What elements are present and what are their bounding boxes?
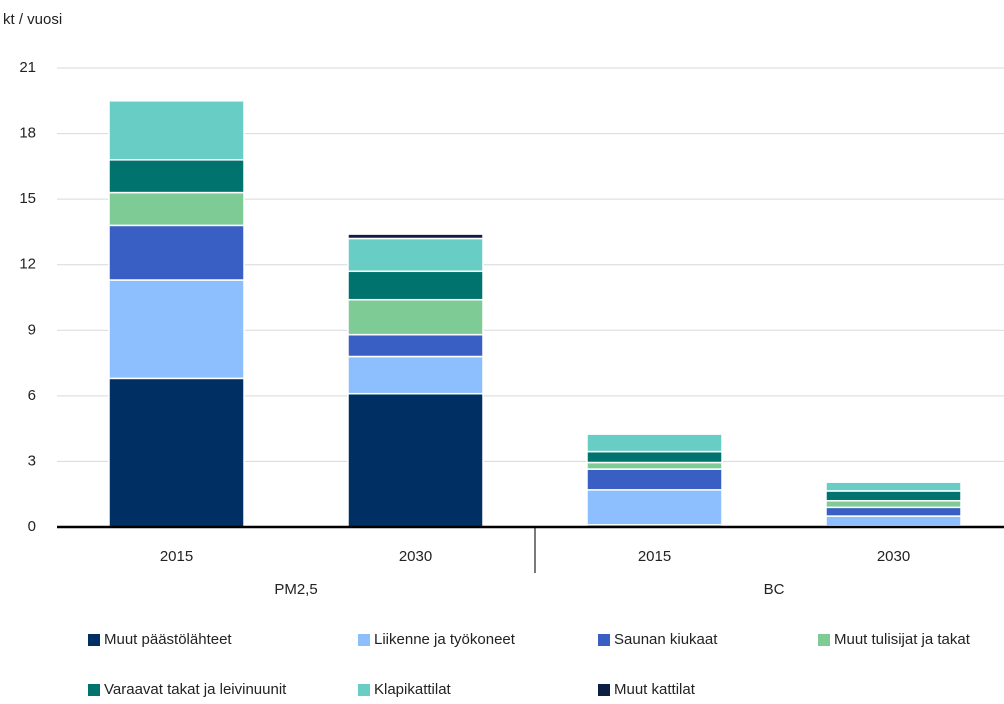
bar-segment [347,237,484,273]
y-tick-label: 0 [28,518,36,535]
bar-segment [347,392,484,528]
legend-label: Muut kattilat [614,681,696,698]
bar-segment [825,490,962,502]
bar-segment [347,298,484,336]
y-tick-label: 12 [19,256,36,273]
x-tick-label: 2030 [877,548,910,565]
bar-segment [586,489,723,526]
group-label: PM2,5 [274,581,317,598]
legend-swatch [598,634,610,646]
legend-swatch [598,684,610,696]
x-tick-label: 2030 [399,548,432,565]
legend-swatch [358,684,370,696]
bar-segment [347,355,484,395]
legend-label: Klapikattilat [374,681,452,698]
bar-segment [347,270,484,301]
bar-segment [108,100,245,161]
x-tick-label: 2015 [160,548,193,565]
bar-segment [108,224,245,281]
legend-label: Muut päästölähteet [104,631,232,648]
y-tick-label: 15 [19,190,36,207]
bar-segment [108,279,245,380]
bar-segment [825,506,962,517]
bar-segment [108,377,245,528]
group-label: BC [764,581,785,598]
bar-segment [586,433,723,453]
bar-segment [586,450,723,464]
legend-swatch [358,634,370,646]
bar-segment [825,500,962,509]
y-tick-label: 21 [19,59,36,76]
bar-segment [586,461,723,470]
y-tick-label: 9 [28,321,36,338]
legend-swatch [88,684,100,696]
legend-label: Varaavat takat ja leivinuunit [104,681,287,698]
legend-label: Liikenne ja työkoneet [374,631,516,648]
bar-segment [108,191,245,227]
bar-segment [108,159,245,194]
bar-segment [825,515,962,527]
legend-label: Muut tulisijat ja takat [834,631,971,648]
bar-segment [347,333,484,358]
legend-swatch [88,634,100,646]
legend-swatch [818,634,830,646]
legend-label: Saunan kiukaat [614,631,718,648]
y-tick-label: 6 [28,387,36,404]
bar-segment [347,233,484,240]
y-tick-label: 18 [19,125,36,142]
bar-segment [586,468,723,491]
y-axis-label: kt / vuosi [3,11,62,28]
y-tick-label: 3 [28,452,36,469]
bar-segment [825,481,962,492]
x-tick-label: 2015 [638,548,671,565]
